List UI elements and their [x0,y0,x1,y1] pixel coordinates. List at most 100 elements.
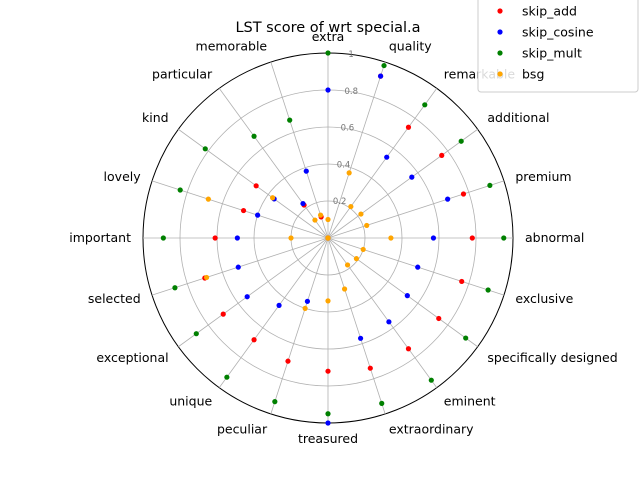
data-point-bsg [325,216,331,223]
data-point-skip-cosine [386,319,392,325]
grid-spoke [218,237,329,388]
data-point-skip-cosine [377,73,384,79]
data-point-skip-add [325,368,331,374]
data-point-skip-mult [251,133,257,139]
data-point-skip-cosine [300,200,306,207]
data-point-skip-add [459,278,465,285]
data-point-skip-cosine [415,264,421,270]
data-point-skip-mult [325,411,331,417]
data-point-skip-add [460,191,467,197]
legend-marker [497,8,503,14]
data-points [160,50,507,426]
data-point-skip-mult [287,117,293,123]
data-point-skip-add [220,311,226,317]
grid-spoke [327,88,438,239]
category-label: premium [515,169,571,184]
grid-spoke [327,237,386,415]
data-point-bsg [358,211,364,217]
data-point-skip-add [251,337,257,343]
data-point-skip-mult [172,285,178,291]
legend-marker [497,71,503,77]
grid-spoke [270,61,329,239]
category-label: exclusive [515,291,573,306]
category-label: extraordinary [389,421,474,436]
category-label: quality [389,39,432,54]
data-point-bsg [317,212,324,218]
category-label: treasured [298,431,358,446]
data-point-skip-mult [428,377,434,383]
data-point-skip-add [212,235,218,241]
data-point-skip-mult [487,182,493,189]
grid-spoke [327,128,478,239]
data-point-bsg [288,235,294,241]
data-point-skip-cosine [445,196,451,202]
data-point-skip-mult [422,102,428,108]
data-point-skip-add [436,315,442,322]
data-point-skip-mult [193,331,199,337]
data-point-skip-cosine [234,235,240,241]
data-point-skip-mult [458,138,464,144]
data-point-skip-cosine [303,168,309,174]
data-point-skip-add [240,207,247,214]
data-point-skip-add [469,235,475,241]
grid-spoke [327,180,505,239]
data-point-skip-mult [379,400,385,406]
data-point-skip-add [405,124,412,130]
category-label: important [69,230,131,245]
category-label: extra [312,29,345,44]
data-point-bsg [360,246,366,253]
data-point-bsg [312,217,318,223]
legend-label: bsg [522,67,544,82]
legend-box [477,0,639,93]
data-point-bsg [348,203,354,210]
data-point-bsg [203,274,210,281]
grid-spoke [270,237,329,415]
legend-label: skip_cosine [522,25,594,40]
grid-spoke [178,237,329,348]
data-point-skip-cosine [276,302,282,308]
data-point-bsg [205,196,211,202]
legend-marker [497,50,503,56]
data-point-bsg [325,235,331,241]
grid-spoke [327,237,478,348]
data-point-bsg [270,195,276,201]
category-label: eminent [444,393,496,408]
data-point-skip-mult [177,187,183,193]
data-point-skip-add [405,346,412,352]
category-label: abnormal [525,230,584,245]
radial-tick-label: 0.2 [333,197,347,207]
data-point-skip-mult [160,235,166,241]
data-point-skip-cosine [357,335,364,341]
data-point-skip-cosine [325,420,331,426]
category-label: particular [152,67,213,82]
data-point-skip-add [367,365,373,371]
category-label: unique [169,393,212,408]
data-point-skip-cosine [244,294,250,300]
data-point-skip-cosine [304,298,311,304]
data-point-skip-mult [202,146,208,152]
data-point-skip-add [253,183,259,189]
category-label: peculiar [217,421,268,436]
data-point-bsg [346,170,352,176]
chart-title: LST score of wrt special.a [235,20,420,36]
radial-tick-label: 0.8 [344,87,358,97]
grid-spoke [327,237,438,388]
data-point-bsg [302,305,308,311]
data-point-skip-mult [501,235,507,241]
data-point-skip-mult [463,335,469,341]
category-label: kind [142,110,169,125]
radial-tick-label: 0.6 [341,124,355,134]
radial-tick-labels: 0.2 0.4 0.6 0.8 1 [333,50,358,207]
grid-spoke [218,88,329,239]
data-point-skip-cosine [404,293,410,299]
category-label: memorable [196,39,268,54]
radial-tick-label: 1 [348,50,353,60]
grid-spoke [327,61,386,239]
data-point-skip-cosine [325,87,331,93]
data-point-skip-cosine [255,212,261,218]
data-point-skip-cosine [384,154,390,160]
category-label: additional [487,110,549,125]
data-point-skip-mult [224,374,230,380]
